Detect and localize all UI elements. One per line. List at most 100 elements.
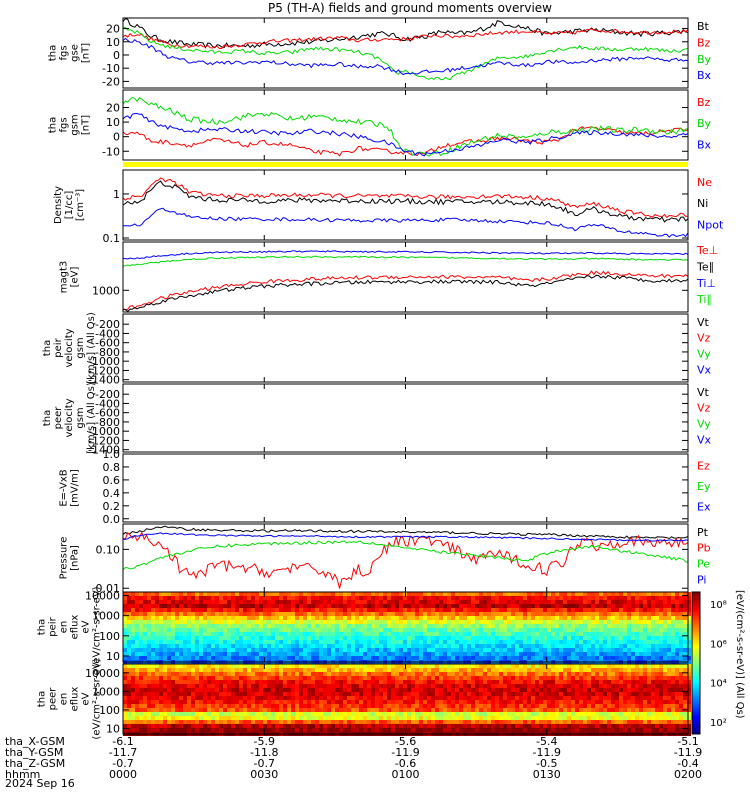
spectrogram-cell — [371, 704, 375, 708]
spectrogram-cell — [643, 620, 647, 624]
spectrogram-cell — [267, 592, 271, 596]
spectrogram-cell — [583, 668, 587, 672]
spectrogram-cell — [343, 628, 347, 632]
spectrogram-cell — [391, 600, 395, 604]
spectrogram-cell — [543, 624, 547, 628]
spectrogram-cell — [247, 708, 251, 712]
spectrogram-cell — [383, 664, 387, 668]
spectrogram-cell — [187, 696, 191, 700]
spectrogram-cell — [279, 676, 283, 680]
spectrogram-cell — [127, 716, 131, 720]
spectrogram-cell — [315, 708, 319, 712]
spectrogram-cell — [539, 712, 543, 716]
spectrogram-cell — [179, 664, 183, 668]
spectrogram-cell — [407, 724, 411, 728]
spectrogram-cell — [675, 624, 679, 628]
spectrogram-cell — [355, 648, 359, 652]
spectrogram-cell — [167, 632, 171, 636]
spectrogram-cell — [295, 632, 299, 636]
spectrogram-cell — [291, 712, 295, 716]
spectrogram-cell — [687, 620, 691, 624]
spectrogram-cell — [455, 696, 459, 700]
spectrogram-cell — [571, 664, 575, 668]
spectrogram-cell — [383, 704, 387, 708]
spectrogram-cell — [575, 704, 579, 708]
spectrogram-cell — [555, 644, 559, 648]
spectrogram-cell — [179, 648, 183, 652]
spectrogram-cell — [447, 676, 451, 680]
spectrogram-cell — [519, 712, 523, 716]
spectrogram-cell — [599, 644, 603, 648]
spectrogram-cell — [247, 668, 251, 672]
spectrogram-cell — [335, 632, 339, 636]
spectrogram-cell — [651, 592, 655, 596]
spectrogram-cell — [631, 656, 635, 660]
spectrogram-cell — [535, 664, 539, 668]
spectrogram-cell — [523, 724, 527, 728]
spectrogram-cell — [431, 620, 435, 624]
spectrogram-cell — [323, 600, 327, 604]
spectrogram-cell — [563, 656, 567, 660]
spectrogram-cell — [507, 592, 511, 596]
spectrogram-cell — [227, 676, 231, 680]
spectrogram-cell — [459, 604, 463, 608]
spectrogram-cell — [127, 656, 131, 660]
spectrogram-cell — [555, 728, 559, 732]
spectrogram-cell — [135, 608, 139, 612]
spectrogram-cell — [331, 632, 335, 636]
spectrogram-cell — [279, 688, 283, 692]
spectrogram-cell — [371, 612, 375, 616]
spectrogram-cell — [291, 624, 295, 628]
spectrogram-cell — [371, 604, 375, 608]
spectrogram-cell — [167, 692, 171, 696]
spectrogram-cell — [623, 600, 627, 604]
spectrogram-cell — [287, 600, 291, 604]
spectrogram-cell — [143, 596, 147, 600]
spectrogram-cell — [407, 676, 411, 680]
spectrogram-cell — [619, 652, 623, 656]
spectrogram-cell — [235, 628, 239, 632]
spectrogram-cell — [455, 616, 459, 620]
spectrogram-cell — [167, 592, 171, 596]
spectrogram-cell — [499, 596, 503, 600]
spectrogram-cell — [347, 640, 351, 644]
spectrogram-cell — [375, 612, 379, 616]
spectrogram-cell — [503, 648, 507, 652]
spectrogram-cell — [635, 592, 639, 596]
spectrogram-cell — [227, 680, 231, 684]
spectrogram-cell — [271, 620, 275, 624]
spectrogram-cell — [555, 620, 559, 624]
spectrogram-cell — [503, 716, 507, 720]
spectrogram-cell — [215, 716, 219, 720]
spectrogram-cell — [267, 656, 271, 660]
spectrogram-cell — [311, 632, 315, 636]
spectrogram-cell — [435, 700, 439, 704]
spectrogram-cell — [431, 656, 435, 660]
spectrogram-cell — [243, 688, 247, 692]
spectrogram-cell — [371, 664, 375, 668]
spectrogram-cell — [215, 596, 219, 600]
spectrogram-cell — [283, 688, 287, 692]
spectrogram-cell — [343, 684, 347, 688]
spectrogram-cell — [203, 608, 207, 612]
spectrogram-cell — [127, 692, 131, 696]
spectrogram-cell — [319, 652, 323, 656]
spectrogram-cell — [583, 688, 587, 692]
spectrogram-cell — [339, 720, 343, 724]
spectrogram-cell — [155, 680, 159, 684]
spectrogram-cell — [515, 680, 519, 684]
spectrogram-cell — [615, 640, 619, 644]
spectrogram-cell — [423, 720, 427, 724]
spectrogram-cell — [387, 640, 391, 644]
spectrogram-cell — [259, 724, 263, 728]
spectrogram-cell — [175, 616, 179, 620]
spectrogram-cell — [639, 632, 643, 636]
spectrogram-cell — [207, 680, 211, 684]
spectrogram-cell — [523, 720, 527, 724]
spectrogram-cell — [187, 616, 191, 620]
spectrogram-cell — [187, 668, 191, 672]
spectrogram-cell — [303, 640, 307, 644]
spectrogram-cell — [147, 620, 151, 624]
spectrogram-cell — [523, 696, 527, 700]
spectrogram-cell — [267, 652, 271, 656]
